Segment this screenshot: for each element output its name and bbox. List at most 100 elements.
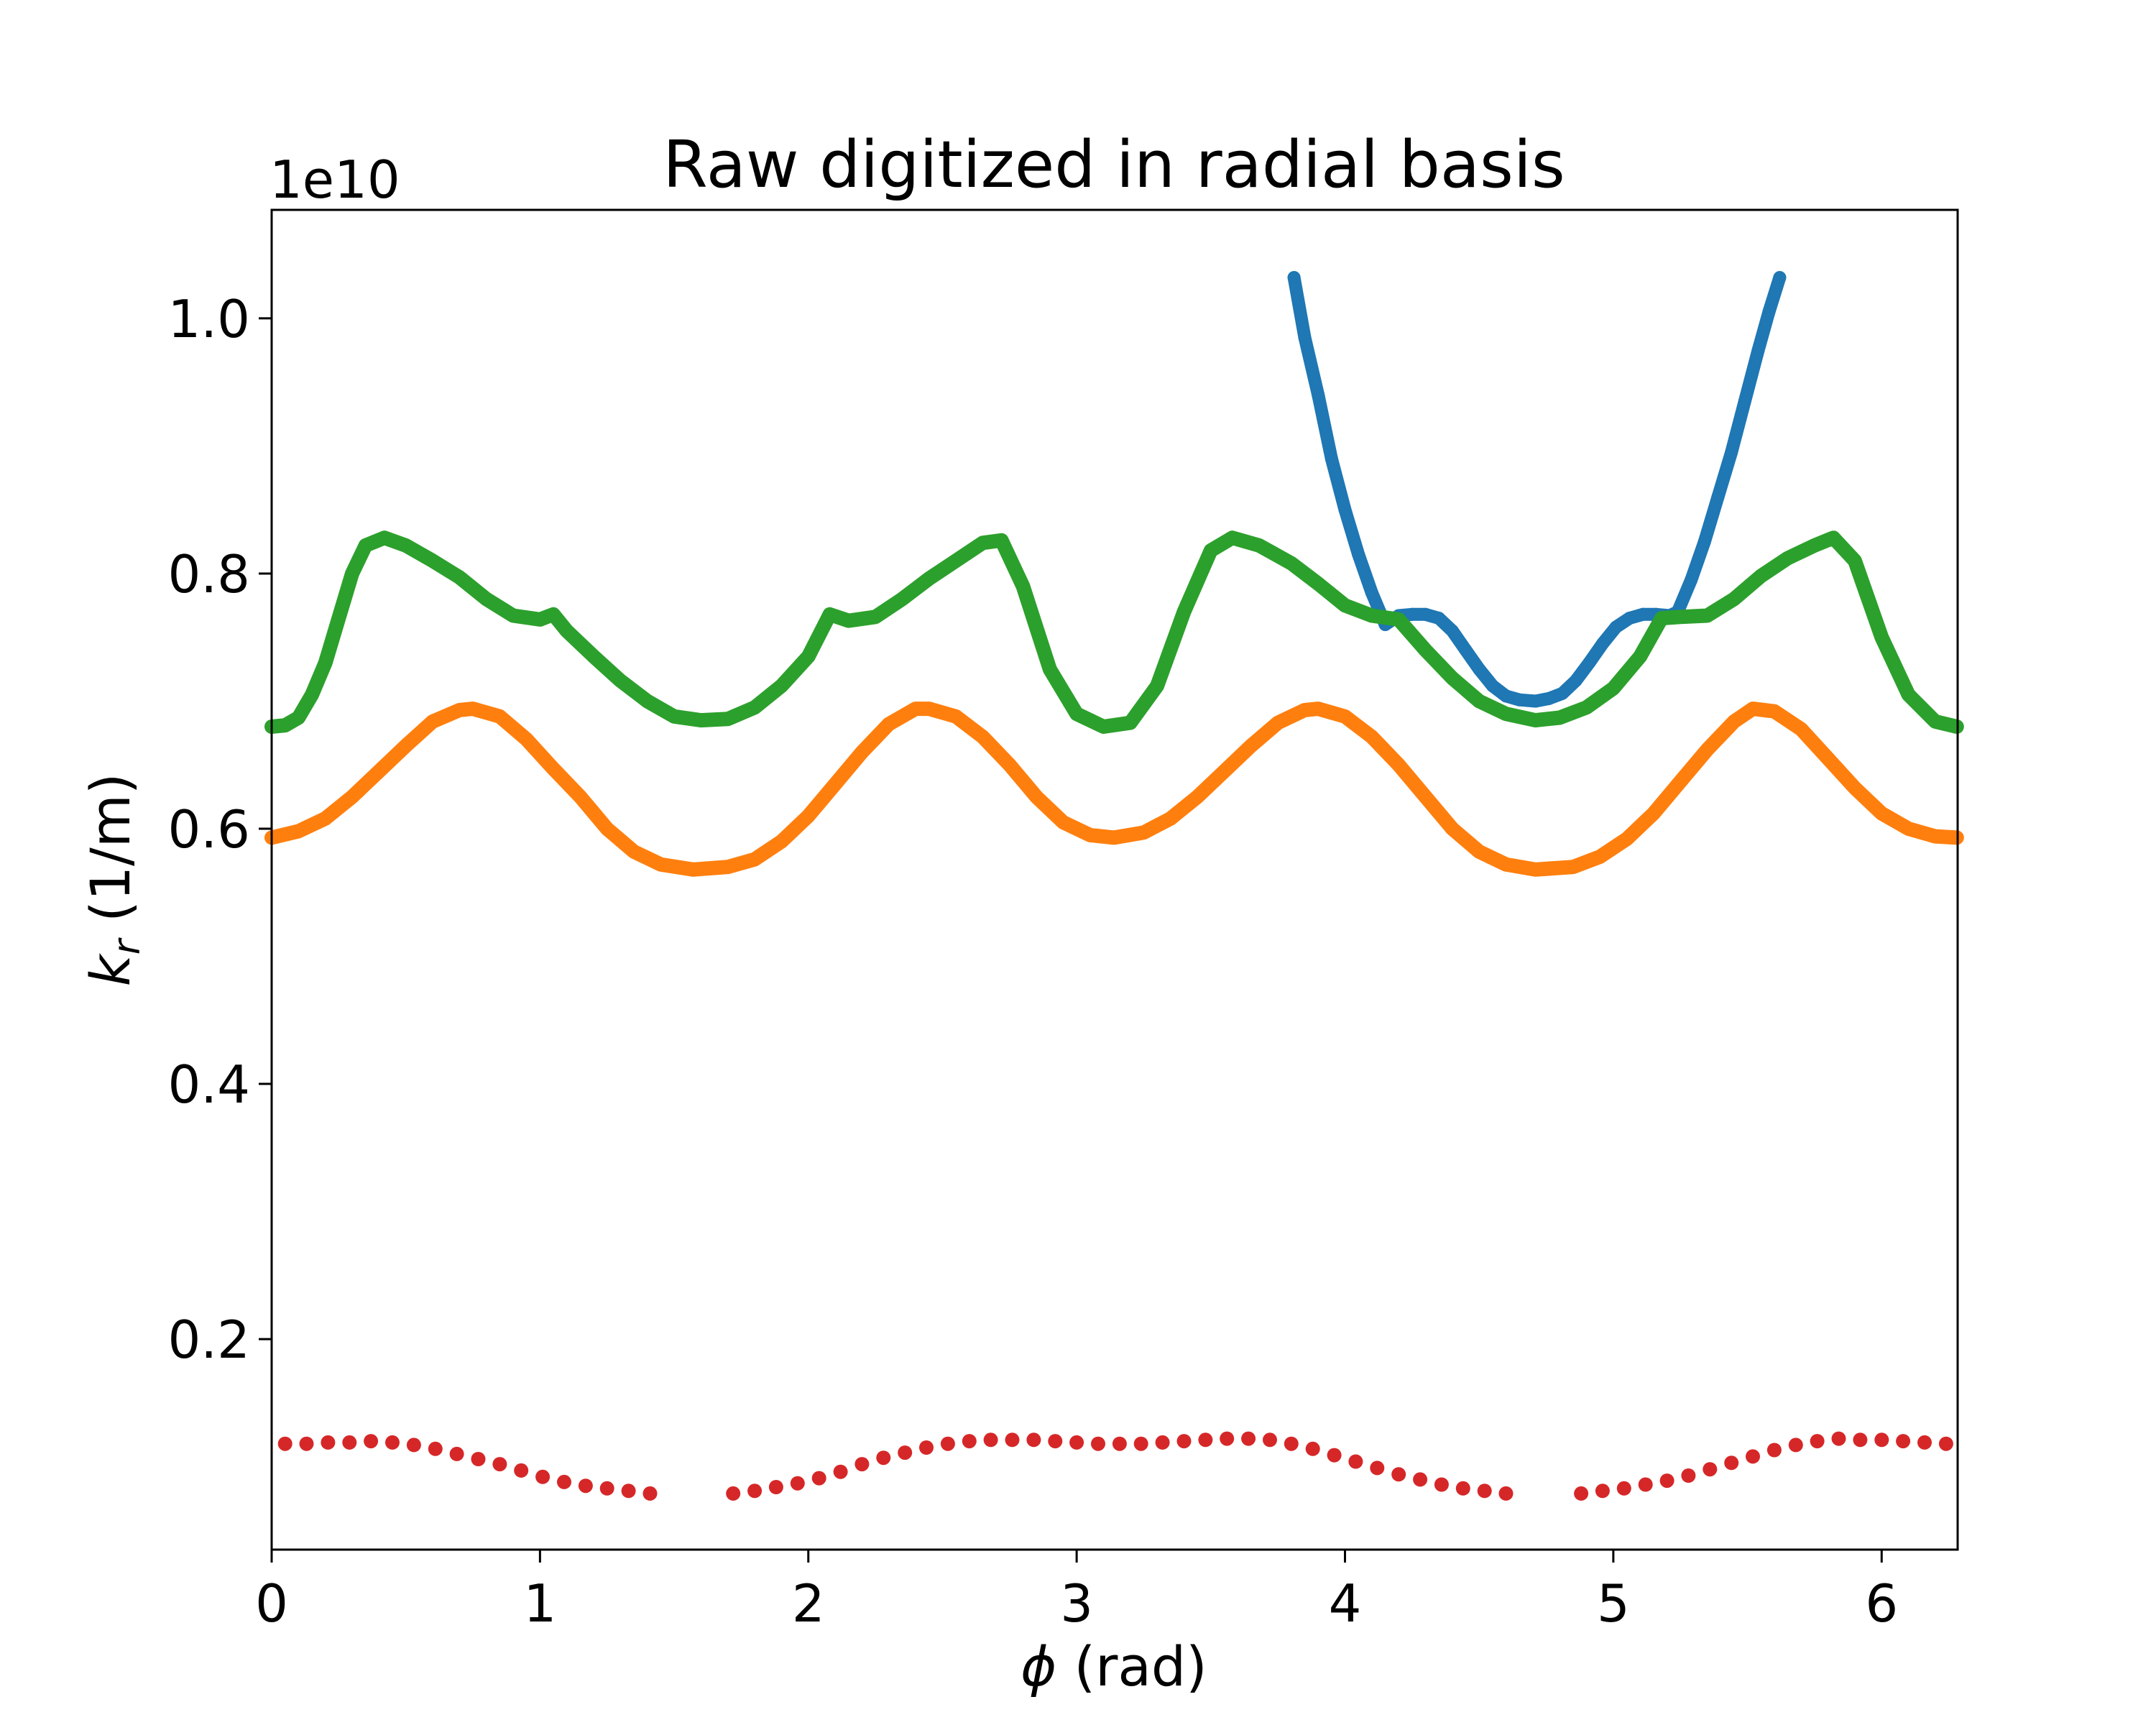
data-point: [1529, 694, 1542, 708]
plot-frame: [270, 208, 1959, 1551]
data-point: [342, 1435, 357, 1450]
y-tick-label: 1.0: [167, 289, 250, 349]
data-point: [1773, 271, 1787, 285]
data-point: [1513, 693, 1526, 707]
x-axis: 0 1 2 3 4 5 6: [255, 1550, 1898, 1634]
data-point: [1853, 1432, 1868, 1448]
data-point: [321, 1435, 336, 1450]
x-tick-label: 5: [1597, 1573, 1630, 1634]
data-point: [940, 1436, 955, 1451]
data-point: [1459, 643, 1473, 657]
data-point: [1896, 1434, 1911, 1449]
data-point: [642, 1486, 658, 1501]
y-axis-offset-label: 1e10: [270, 150, 400, 210]
plot-area: [264, 271, 1964, 1501]
x-axis-label: ϕ (rad): [1021, 1634, 1207, 1698]
x-tick-label: 4: [1329, 1573, 1362, 1634]
data-point: [876, 1450, 891, 1466]
data-point: [1432, 612, 1446, 625]
data-point: [1455, 1481, 1470, 1496]
data-point: [1220, 1431, 1235, 1446]
data-point: [599, 1481, 614, 1496]
data-point: [1831, 1431, 1846, 1446]
data-point: [1413, 1472, 1428, 1487]
series-1: [264, 702, 1964, 877]
data-point: [1048, 1434, 1063, 1449]
series-line: [1287, 271, 1787, 708]
data-point: [1623, 612, 1636, 625]
y-axis-symbol: k: [78, 952, 142, 986]
data-point: [1026, 1432, 1041, 1448]
data-point: [1724, 1455, 1739, 1471]
data-point: [1445, 624, 1459, 638]
data-point: [1595, 637, 1609, 650]
x-tick-label: 2: [792, 1573, 825, 1634]
data-point: [1198, 1432, 1213, 1448]
y-axis-unit: (1/m): [78, 773, 142, 939]
data-point: [1327, 1448, 1342, 1463]
data-point: [768, 1480, 783, 1494]
data-point: [1370, 1460, 1385, 1476]
data-point: [1348, 1454, 1363, 1469]
data-point: [1766, 1443, 1782, 1458]
x-tick-label: 0: [255, 1573, 288, 1634]
data-point: [726, 1486, 741, 1501]
data-point: [1595, 1484, 1610, 1499]
data-point: [1312, 388, 1325, 402]
data-point: [1112, 1436, 1127, 1451]
data-point: [1419, 607, 1432, 621]
data-point: [1638, 1477, 1653, 1492]
data-point: [578, 1478, 593, 1494]
data-point: [1005, 1432, 1020, 1448]
data-point: [1499, 689, 1513, 703]
data-point: [1287, 271, 1301, 285]
y-axis-subscript: r: [106, 937, 149, 954]
data-point: [385, 1435, 400, 1450]
x-tick-label: 3: [1060, 1573, 1093, 1634]
data-point: [811, 1471, 826, 1486]
y-tick-label: 0.4: [167, 1054, 250, 1115]
data-point: [1391, 1467, 1406, 1482]
data-point: [1477, 1484, 1492, 1499]
data-point: [1788, 1438, 1803, 1453]
data-point: [1338, 503, 1352, 517]
data-point: [1681, 1468, 1696, 1483]
y-tick-label: 0.2: [167, 1310, 250, 1370]
data-point: [1405, 607, 1419, 621]
data-point: [1298, 331, 1312, 344]
data-point: [1263, 1432, 1277, 1448]
data-point: [621, 1484, 636, 1499]
data-point: [1569, 674, 1583, 688]
data-point: [1574, 1486, 1589, 1501]
data-point: [1583, 656, 1596, 670]
data-point: [299, 1436, 314, 1451]
data-point: [492, 1457, 507, 1472]
data-point: [747, 1484, 763, 1499]
y-tick-label: 0.6: [167, 799, 250, 860]
data-point: [790, 1476, 805, 1491]
data-point: [1365, 586, 1378, 599]
data-point: [1685, 573, 1698, 586]
data-point: [833, 1464, 848, 1479]
x-axis-symbol: ϕ: [1021, 1634, 1056, 1698]
data-point: [535, 1469, 550, 1484]
series-line: [264, 530, 1964, 734]
data-point: [1659, 1473, 1674, 1489]
data-point: [1434, 1477, 1449, 1492]
data-point: [1133, 1436, 1148, 1451]
x-axis-unit: (rad): [1056, 1634, 1207, 1698]
data-point: [406, 1438, 421, 1453]
data-point: [1751, 344, 1765, 357]
data-point: [1091, 1436, 1105, 1451]
data-point: [1542, 691, 1556, 705]
data-point: [1609, 620, 1623, 634]
data-point: [1917, 1435, 1932, 1450]
data-point: [1155, 1435, 1170, 1450]
series-line: [264, 702, 1964, 877]
data-point: [1473, 663, 1486, 676]
data-point: [1069, 1435, 1084, 1450]
data-point: [449, 1446, 464, 1461]
data-point: [428, 1441, 443, 1456]
data-point: [1616, 1481, 1631, 1496]
